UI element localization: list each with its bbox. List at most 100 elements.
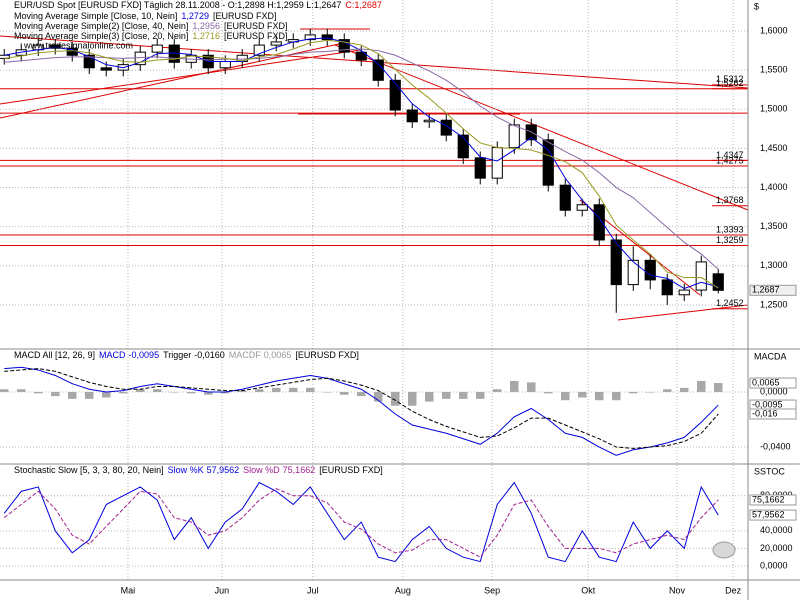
legend-source: [EURUSD FXD]: [213, 11, 277, 21]
x-tick-label: Aug: [395, 585, 411, 595]
candle-body: [253, 44, 265, 56]
histogram-bar: [119, 391, 128, 394]
legend-entry: Moving Average Simple(2) [Close, 40, Nei…: [14, 21, 287, 31]
candle-body: [661, 279, 673, 296]
candle-body: [49, 44, 61, 49]
candle-body: [423, 119, 435, 123]
histogram-bar: [340, 391, 349, 395]
candle-body: [542, 139, 554, 186]
histogram-bar: [17, 389, 26, 392]
series-line: [3, 481, 719, 563]
legend-value: -0,0160: [194, 350, 225, 360]
histogram-bar: [238, 390, 247, 392]
candle-body: [491, 147, 503, 179]
histogram-bar: [527, 382, 536, 392]
level-label: 1,3259: [716, 235, 744, 245]
candle-body: [338, 39, 350, 53]
value-label-box: [749, 494, 797, 506]
series-line: [4, 48, 719, 270]
candle-body: [508, 124, 520, 149]
candle-body: [712, 273, 724, 291]
x-tick-label: Okt: [581, 585, 596, 595]
series-line: [4, 39, 719, 289]
histogram-bar: [153, 389, 162, 392]
histogram-bar: [663, 389, 672, 392]
histogram-bar: [391, 391, 400, 406]
legend-entry: Moving Average Simple(3) [Close, 20, Nei…: [14, 31, 287, 41]
value-label: -0,016: [752, 408, 778, 418]
histogram-bar: [357, 391, 366, 397]
value-label: 75,1662: [752, 494, 785, 504]
histogram-bar: [425, 391, 434, 402]
y-tick-label: -0,0400: [760, 441, 791, 451]
chart-title: MACD All [12, 26, 9] MACD -0,0095 Trigger -0…: [14, 350, 359, 360]
legend-name: Moving Average Simple(2) [Close, 40, Nei…: [14, 21, 188, 31]
series-line: [4, 366, 719, 456]
legend-name: Slow %D: [243, 465, 280, 475]
y-tick-label: 0,0000: [760, 560, 788, 570]
value-label-box: [749, 377, 797, 389]
title-close: C:1,2687: [345, 0, 382, 10]
histogram-bar: [306, 387, 315, 392]
candle-body: [321, 34, 333, 41]
candle-body: [440, 119, 452, 136]
level-label: 1,3768: [716, 195, 744, 205]
histogram-bar: [510, 380, 519, 392]
y-tick-label: 1,5500: [760, 65, 788, 75]
legend-value: -0,0095: [129, 350, 160, 360]
y-tick-label: 1,4000: [760, 182, 788, 192]
x-tick-label: Jun: [215, 585, 230, 595]
y-tick-label: 1,4500: [760, 143, 788, 153]
histogram-bar: [612, 391, 621, 401]
histogram-bar: [0, 389, 9, 392]
candle-body: [372, 59, 384, 81]
legend-value: 1,2716: [192, 31, 220, 41]
legend-value: 75,1662: [283, 465, 316, 475]
chart-title: Stochastic Slow [5, 3, 3, 80, 20, Nein] S…: [14, 465, 383, 475]
histogram-bar: [204, 391, 213, 395]
watermark: www.tradesignalonline.com: [23, 40, 133, 50]
histogram-bar: [680, 387, 689, 392]
candle-body: [355, 51, 367, 61]
y-tick-label: 1,3000: [760, 260, 788, 270]
candle-body: [593, 204, 605, 241]
histogram-bar: [51, 391, 60, 397]
x-tick-label: Dez: [725, 585, 742, 595]
trend-line: [617, 304, 749, 321]
legend-name: Moving Average Simple(3) [Close, 20, Nei…: [14, 31, 188, 41]
title-text: Stochastic Slow [5, 3, 3, 80, 20, Nein]: [14, 465, 164, 475]
histogram-bar: [255, 389, 264, 392]
candle-body: [610, 239, 622, 286]
x-tick-label: Jul: [307, 585, 319, 595]
chart-title: EUR/USD Spot [EURUSD FXD] Täglich 28.11.…: [14, 0, 382, 10]
legend-value: 0,0065: [264, 350, 292, 360]
candle-body: [100, 67, 112, 71]
level-label: 1,4275: [716, 155, 744, 165]
candle-body: [644, 259, 656, 281]
candle-body: [406, 109, 418, 123]
candle-body: [678, 289, 690, 296]
histogram-bar: [646, 391, 655, 393]
legend-value: 1,2956: [192, 21, 220, 31]
value-label-box: [749, 509, 797, 521]
scroll-handle[interactable]: [712, 541, 736, 559]
legend-source: [EURUSD FXD]: [224, 21, 288, 31]
legend-entry: Moving Average Simple [Close, 10, Nein] 1…: [14, 11, 276, 21]
value-label-box: [749, 408, 797, 420]
candle-body: [304, 34, 316, 41]
legend-name: Slow %K: [168, 465, 204, 475]
value-label-box: [749, 284, 797, 296]
histogram-bar: [544, 391, 553, 394]
trend-line: [0, 49, 361, 105]
x-tick-label: Sep: [484, 585, 500, 595]
histogram-bar: [289, 387, 298, 392]
y-tick-label: 0,0000: [760, 386, 788, 396]
value-label: -0,0095: [752, 399, 783, 409]
title-text: EUR/USD Spot [EURUSD FXD] Täglich 28.11.…: [14, 0, 341, 10]
candle-body: [474, 157, 486, 179]
y-tick-label: 1,5000: [760, 104, 788, 114]
title-text: MACD All [12, 26, 9]: [14, 350, 95, 360]
series-line: [3, 488, 719, 558]
